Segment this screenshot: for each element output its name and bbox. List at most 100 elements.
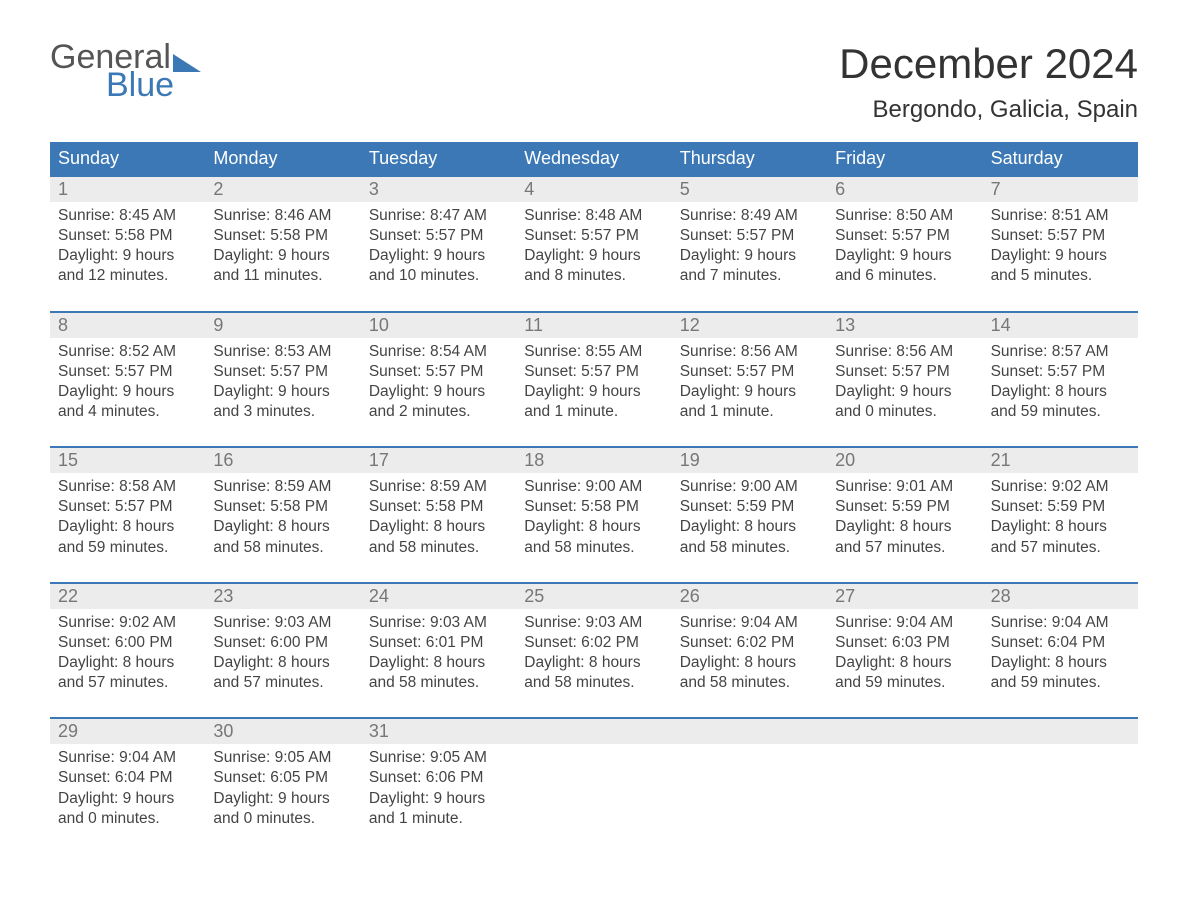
daylight-text-2: and 1 minute. — [524, 402, 663, 422]
sunset-text: Sunset: 6:06 PM — [369, 768, 508, 788]
daylight-text-2: and 10 minutes. — [369, 266, 508, 286]
daylight-text-1: Daylight: 8 hours — [991, 653, 1130, 673]
sunset-text: Sunset: 5:59 PM — [835, 497, 974, 517]
sunset-text: Sunset: 6:05 PM — [213, 768, 352, 788]
daylight-text-2: and 57 minutes. — [991, 538, 1130, 558]
daylight-text-1: Daylight: 9 hours — [524, 382, 663, 402]
sunrise-text: Sunrise: 8:46 AM — [213, 206, 352, 226]
day-number — [827, 719, 982, 744]
calendar-day-cell: Sunrise: 9:04 AMSunset: 6:02 PMDaylight:… — [672, 609, 827, 704]
daylight-text-2: and 5 minutes. — [991, 266, 1130, 286]
daylight-text-2: and 59 minutes. — [58, 538, 197, 558]
sunset-text: Sunset: 5:58 PM — [524, 497, 663, 517]
logo: General Blue — [50, 40, 201, 102]
sunrise-text: Sunrise: 8:59 AM — [369, 477, 508, 497]
daylight-text-2: and 12 minutes. — [58, 266, 197, 286]
daylight-text-2: and 11 minutes. — [213, 266, 352, 286]
sunset-text: Sunset: 5:57 PM — [58, 497, 197, 517]
sunrise-text: Sunrise: 9:05 AM — [369, 748, 508, 768]
daylight-text-2: and 0 minutes. — [213, 809, 352, 829]
calendar-day-cell: Sunrise: 9:04 AMSunset: 6:03 PMDaylight:… — [827, 609, 982, 704]
day-number: 10 — [361, 313, 516, 338]
sunrise-text: Sunrise: 9:04 AM — [835, 613, 974, 633]
calendar-day-cell: Sunrise: 8:55 AMSunset: 5:57 PMDaylight:… — [516, 338, 671, 433]
calendar-day-cell: Sunrise: 8:46 AMSunset: 5:58 PMDaylight:… — [205, 202, 360, 297]
calendar-day-cell: Sunrise: 9:03 AMSunset: 6:00 PMDaylight:… — [205, 609, 360, 704]
sunrise-text: Sunrise: 9:01 AM — [835, 477, 974, 497]
sunset-text: Sunset: 5:57 PM — [369, 362, 508, 382]
calendar-day-cell — [672, 744, 827, 839]
daylight-text-1: Daylight: 9 hours — [369, 789, 508, 809]
daylight-text-2: and 3 minutes. — [213, 402, 352, 422]
sunset-text: Sunset: 6:00 PM — [213, 633, 352, 653]
calendar-day-cell — [516, 744, 671, 839]
daylight-text-1: Daylight: 9 hours — [369, 246, 508, 266]
daylight-text-2: and 1 minute. — [680, 402, 819, 422]
sunrise-text: Sunrise: 8:48 AM — [524, 206, 663, 226]
day-number: 16 — [205, 448, 360, 473]
sunset-text: Sunset: 6:02 PM — [524, 633, 663, 653]
day-number: 18 — [516, 448, 671, 473]
calendar-day-cell: Sunrise: 8:56 AMSunset: 5:57 PMDaylight:… — [827, 338, 982, 433]
sunrise-text: Sunrise: 9:00 AM — [680, 477, 819, 497]
daylight-text-1: Daylight: 8 hours — [991, 517, 1130, 537]
daylight-text-2: and 8 minutes. — [524, 266, 663, 286]
daylight-text-2: and 58 minutes. — [524, 673, 663, 693]
calendar-day-cell: Sunrise: 9:03 AMSunset: 6:02 PMDaylight:… — [516, 609, 671, 704]
day-number: 29 — [50, 719, 205, 744]
sunrise-text: Sunrise: 9:03 AM — [213, 613, 352, 633]
daylight-text-1: Daylight: 8 hours — [524, 653, 663, 673]
daylight-text-2: and 2 minutes. — [369, 402, 508, 422]
daylight-text-2: and 4 minutes. — [58, 402, 197, 422]
sunrise-text: Sunrise: 9:04 AM — [680, 613, 819, 633]
weekday-header-cell: Monday — [205, 142, 360, 175]
sunrise-text: Sunrise: 8:50 AM — [835, 206, 974, 226]
calendar-day-cell: Sunrise: 8:52 AMSunset: 5:57 PMDaylight:… — [50, 338, 205, 433]
daylight-text-1: Daylight: 9 hours — [680, 246, 819, 266]
daylight-text-2: and 58 minutes. — [213, 538, 352, 558]
daylight-text-1: Daylight: 8 hours — [58, 653, 197, 673]
daylight-text-2: and 58 minutes. — [680, 673, 819, 693]
calendar-day-cell: Sunrise: 9:04 AMSunset: 6:04 PMDaylight:… — [50, 744, 205, 839]
weekday-header-cell: Tuesday — [361, 142, 516, 175]
sunset-text: Sunset: 5:57 PM — [213, 362, 352, 382]
sunset-text: Sunset: 6:03 PM — [835, 633, 974, 653]
daylight-text-1: Daylight: 9 hours — [369, 382, 508, 402]
day-number: 3 — [361, 177, 516, 202]
day-number — [516, 719, 671, 744]
daylight-text-1: Daylight: 9 hours — [58, 382, 197, 402]
sunrise-text: Sunrise: 8:57 AM — [991, 342, 1130, 362]
calendar-day-cell: Sunrise: 9:03 AMSunset: 6:01 PMDaylight:… — [361, 609, 516, 704]
calendar-day-cell: Sunrise: 8:48 AMSunset: 5:57 PMDaylight:… — [516, 202, 671, 297]
calendar-week: 22232425262728Sunrise: 9:02 AMSunset: 6:… — [50, 582, 1138, 704]
daylight-text-2: and 58 minutes. — [369, 673, 508, 693]
day-number: 12 — [672, 313, 827, 338]
sunset-text: Sunset: 5:58 PM — [213, 497, 352, 517]
day-number: 13 — [827, 313, 982, 338]
weekday-header-cell: Wednesday — [516, 142, 671, 175]
daylight-text-2: and 0 minutes. — [58, 809, 197, 829]
sunset-text: Sunset: 5:57 PM — [369, 226, 508, 246]
day-number: 24 — [361, 584, 516, 609]
sunrise-text: Sunrise: 8:56 AM — [835, 342, 974, 362]
day-number: 17 — [361, 448, 516, 473]
sunset-text: Sunset: 6:04 PM — [991, 633, 1130, 653]
sunset-text: Sunset: 5:57 PM — [835, 226, 974, 246]
sunrise-text: Sunrise: 8:51 AM — [991, 206, 1130, 226]
sunset-text: Sunset: 5:57 PM — [524, 226, 663, 246]
day-number: 7 — [983, 177, 1138, 202]
daylight-text-1: Daylight: 9 hours — [58, 789, 197, 809]
daylight-text-1: Daylight: 9 hours — [58, 246, 197, 266]
daylight-text-1: Daylight: 9 hours — [835, 246, 974, 266]
calendar-day-cell: Sunrise: 8:59 AMSunset: 5:58 PMDaylight:… — [361, 473, 516, 568]
day-number: 23 — [205, 584, 360, 609]
calendar: SundayMondayTuesdayWednesdayThursdayFrid… — [50, 142, 1138, 839]
sunset-text: Sunset: 5:57 PM — [835, 362, 974, 382]
calendar-day-cell: Sunrise: 8:47 AMSunset: 5:57 PMDaylight:… — [361, 202, 516, 297]
daylight-text-1: Daylight: 8 hours — [213, 653, 352, 673]
sunset-text: Sunset: 5:57 PM — [524, 362, 663, 382]
sunrise-text: Sunrise: 8:58 AM — [58, 477, 197, 497]
title-block: December 2024 Bergondo, Galicia, Spain — [839, 40, 1138, 124]
daylight-text-2: and 57 minutes. — [835, 538, 974, 558]
calendar-day-cell: Sunrise: 9:00 AMSunset: 5:58 PMDaylight:… — [516, 473, 671, 568]
